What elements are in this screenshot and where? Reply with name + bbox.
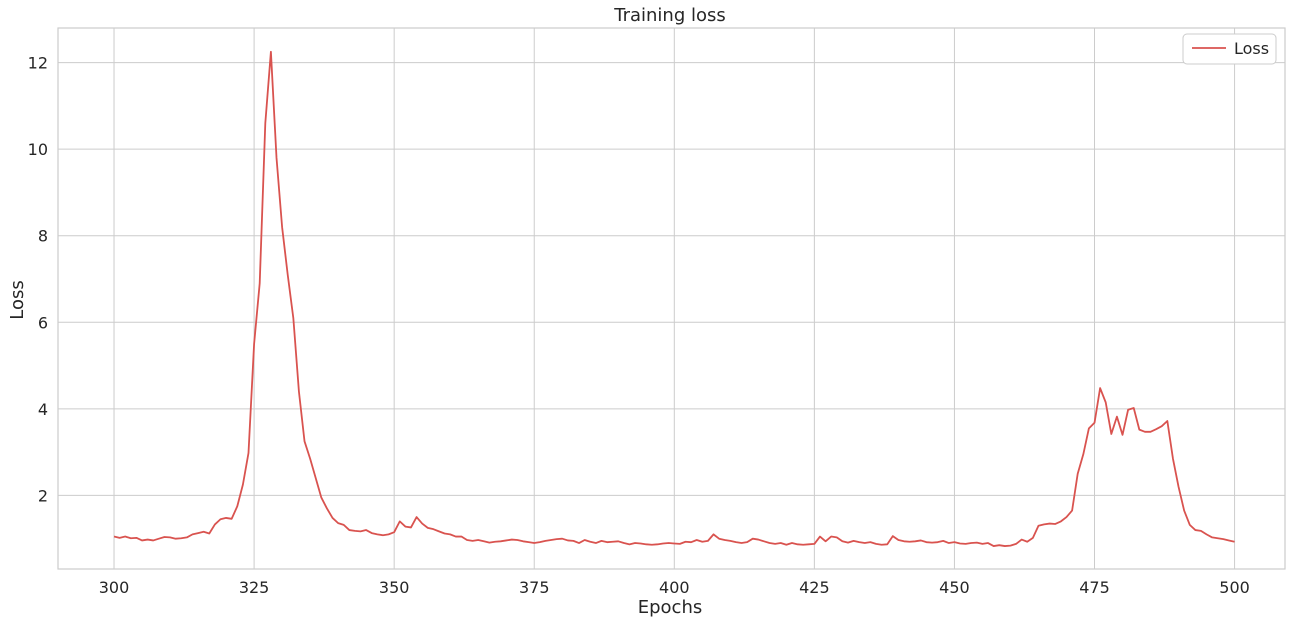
y-axis-label: Loss [7,280,28,319]
x-tick-label: 475 [1079,578,1110,597]
y-tick-label: 10 [28,140,48,159]
x-axis-label: Epochs [638,597,703,618]
x-tick-label: 300 [99,578,130,597]
series-layer [113,50,1235,547]
grid-lines [58,28,1285,569]
x-tick-label: 375 [519,578,550,597]
x-tick-label: 400 [659,578,690,597]
y-axis-ticks: 2 4 6 8 10 12 [28,54,48,506]
series-line-loss [113,50,1235,547]
y-tick-label: 12 [28,54,48,73]
y-tick-label: 2 [38,486,48,505]
x-tick-label: 425 [799,578,830,597]
x-tick-label: 325 [239,578,270,597]
plot-area-frame [57,27,1286,570]
legend-label-loss: Loss [1234,39,1269,58]
y-tick-label: 8 [38,227,48,246]
y-tick-label: 4 [38,400,48,419]
legend-box [1182,33,1277,65]
y-tick-label: 6 [38,313,48,332]
x-axis-ticks: 300 325 350 375 400 425 450 475 500 [99,578,1250,597]
x-tick-label: 450 [939,578,970,597]
chart-title: Training loss [613,5,726,26]
x-tick-label: 350 [379,578,410,597]
x-tick-label: 500 [1219,578,1250,597]
legend: Loss [1182,33,1277,65]
